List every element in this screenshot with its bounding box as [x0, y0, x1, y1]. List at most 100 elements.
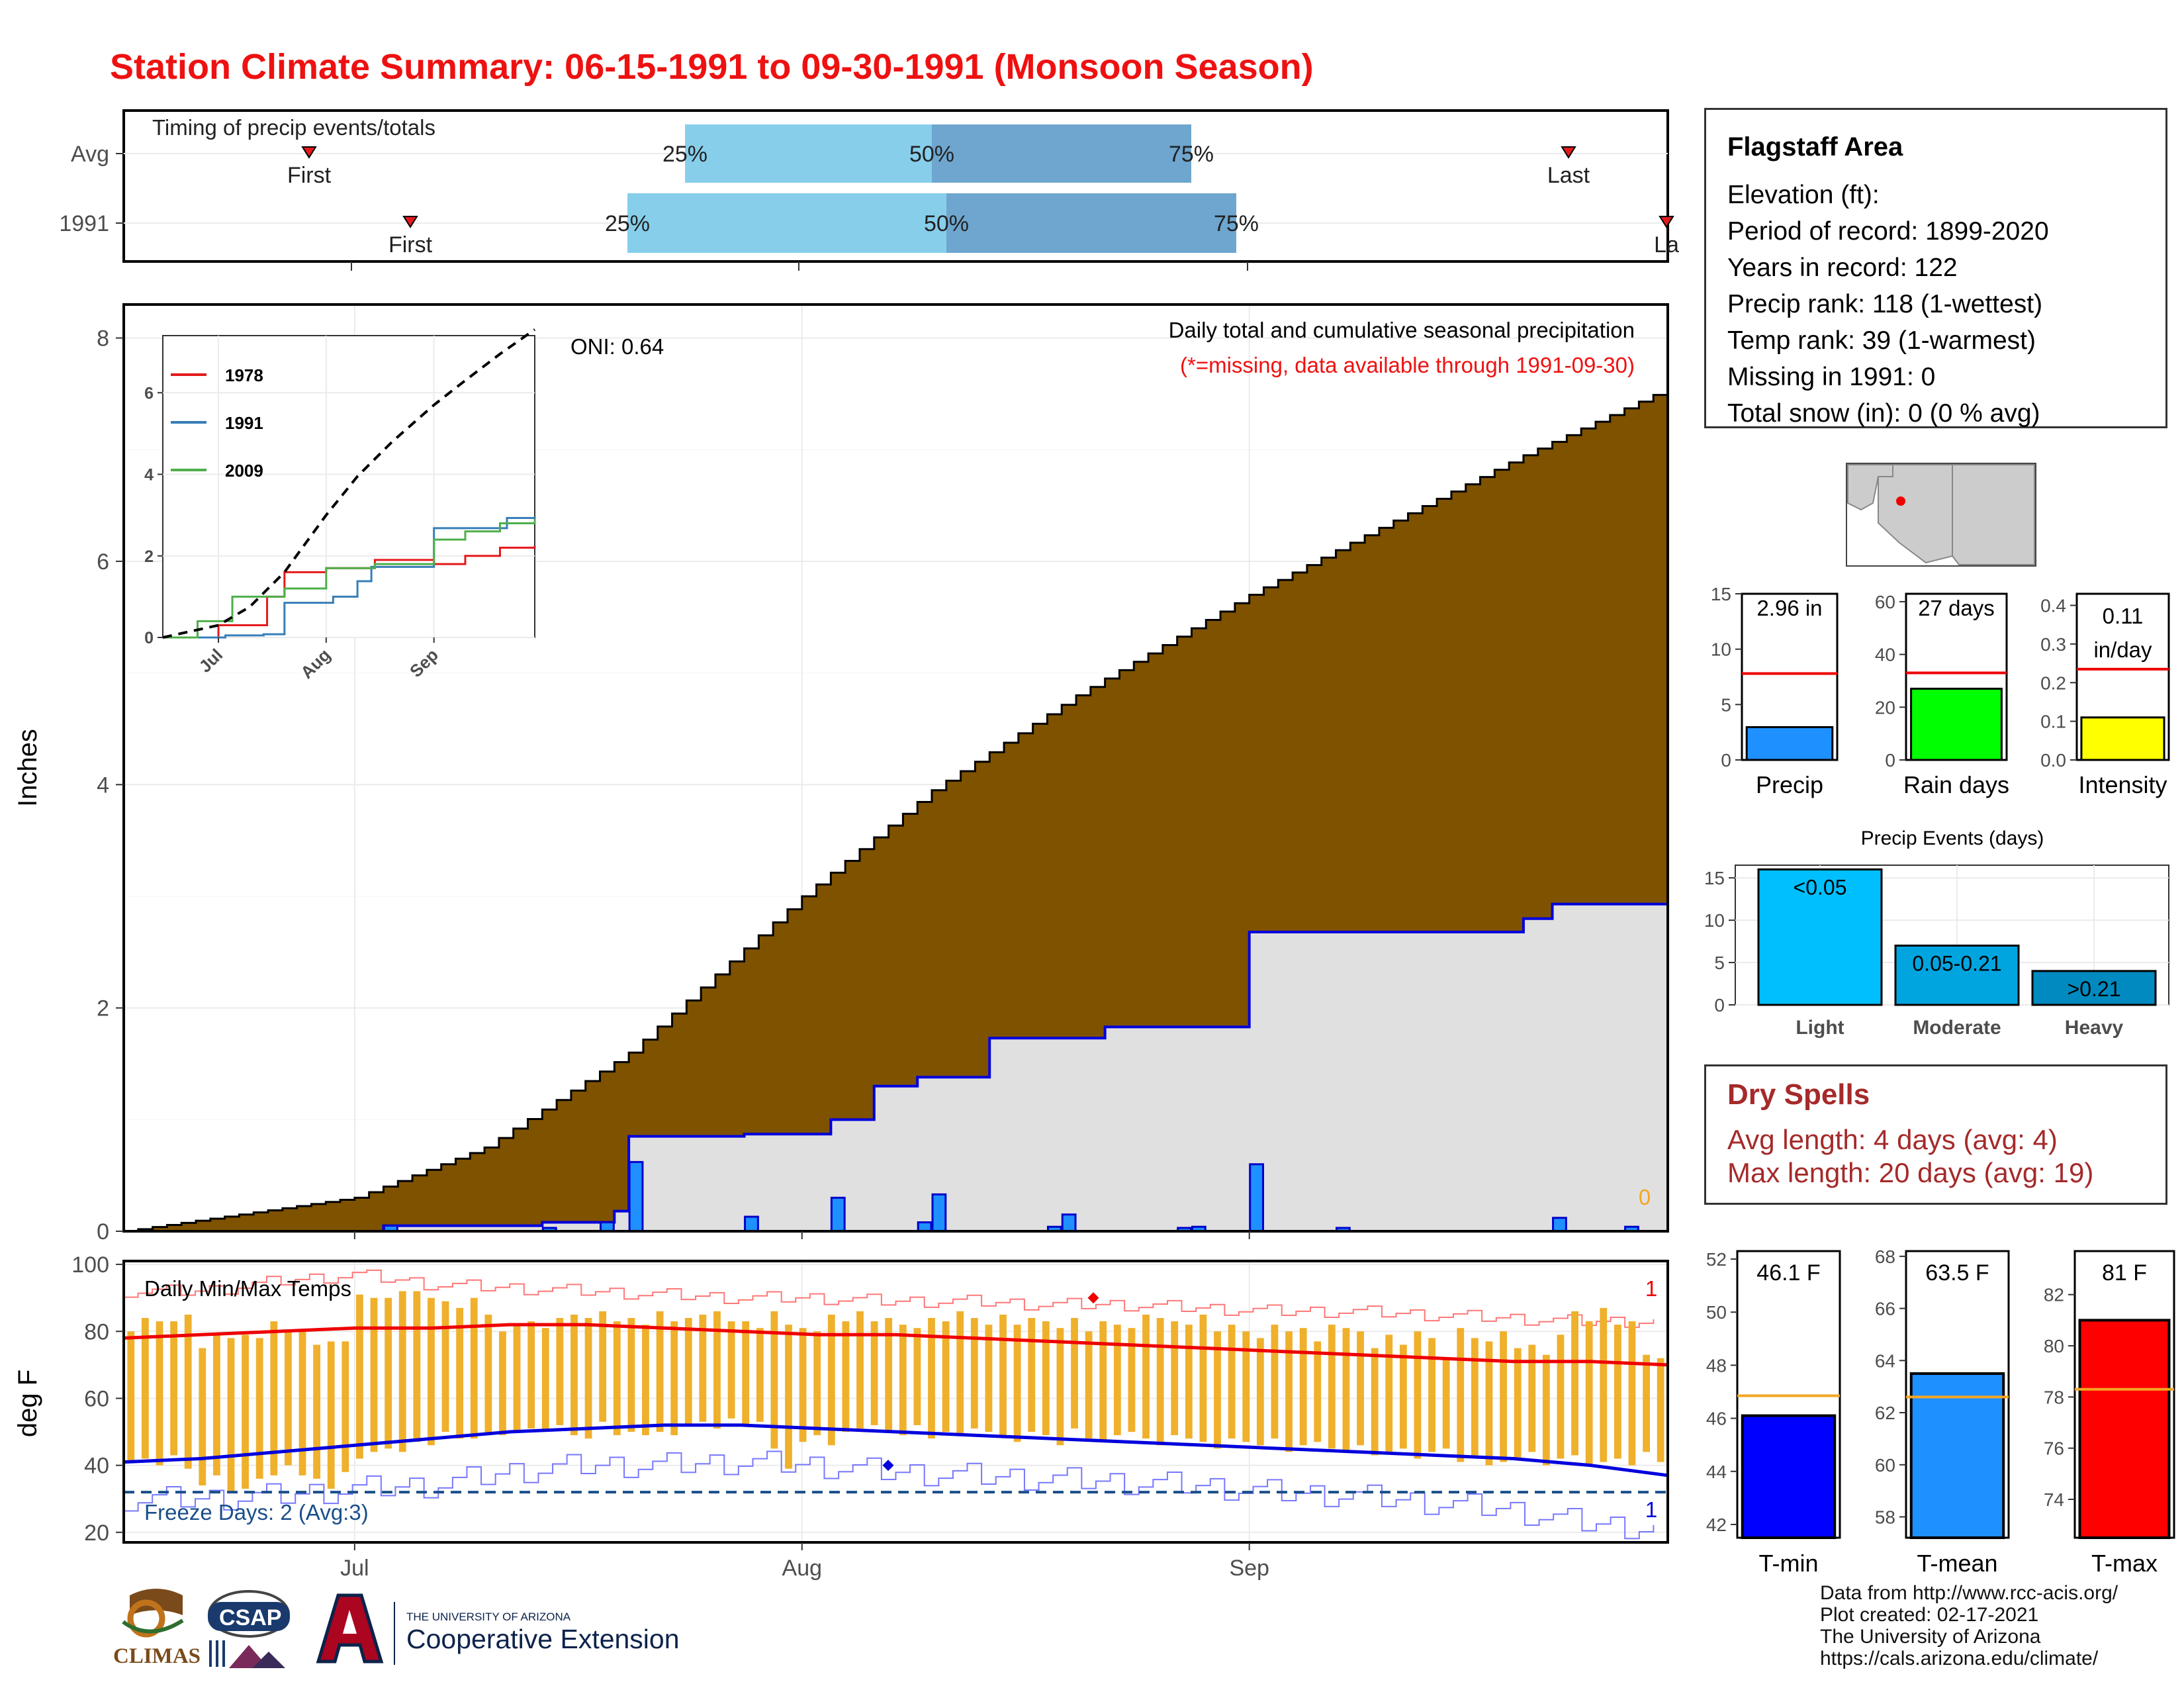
daily-temp-bar: [913, 1328, 921, 1425]
record-high-count: 1: [1645, 1276, 1657, 1301]
temp-mean-y-tick-label: 50: [1706, 1302, 1727, 1323]
daily-temp-bar: [1071, 1318, 1078, 1429]
daily-temp-bar: [1128, 1328, 1136, 1432]
total-category-label: Intensity: [2078, 771, 2167, 798]
precip-events-y-tick-label: 10: [1704, 910, 1725, 931]
daily-temp-bar: [1385, 1335, 1393, 1452]
daily-temp-bar: [356, 1294, 363, 1459]
map-station-marker: [1896, 496, 1905, 506]
precip-y-tick-label: 6: [97, 549, 109, 575]
daily-temp-bar: [699, 1314, 707, 1422]
daily-temp-bar: [1500, 1331, 1507, 1462]
daily-temp-bar: [813, 1331, 821, 1436]
daily-temp-bar: [1142, 1314, 1150, 1439]
avg-tmax-line: [123, 1323, 1668, 1367]
daily-temp-bar: [1643, 1354, 1650, 1452]
daily-temp-bar: [1371, 1348, 1379, 1456]
temp-mean-y-tick-label: 68: [1875, 1246, 1895, 1267]
daily-temp-bar: [1228, 1325, 1236, 1439]
record-high-marker: [1087, 1292, 1099, 1304]
daily-temp-bar: [756, 1328, 764, 1422]
daily-temp-bar: [1285, 1331, 1293, 1452]
temp-mean-y-tick-label: 48: [1706, 1355, 1727, 1376]
csap-logo: CSAP: [208, 1590, 290, 1668]
precip-event-value-label: 0.05-0.21: [1912, 951, 2001, 975]
daily-temp-bar: [1028, 1318, 1036, 1432]
temp-y-tick-label: 80: [84, 1319, 109, 1344]
daily-temp-bar: [1242, 1331, 1250, 1442]
inset-y-tick-label: 6: [144, 384, 154, 402]
temp-mean-y-tick-label: 62: [1875, 1403, 1895, 1423]
temp-mean-y-tick-label: 76: [2044, 1438, 2064, 1459]
daily-temp-bar: [1657, 1358, 1664, 1462]
temp-y-tick-label: 100: [71, 1252, 109, 1278]
dry-spells-max: Max length: 20 days (avg: 19): [1727, 1157, 2094, 1188]
temp-mean-bar-t-max: [2078, 1319, 2171, 1539]
daily-precip-bar: [830, 1196, 846, 1233]
daily-temp-bar: [1013, 1325, 1021, 1442]
daily-temp-bar: [827, 1314, 835, 1446]
daily-temp-bar: [627, 1318, 635, 1432]
daily-temp-bar: [713, 1311, 721, 1429]
daily-temp-bar: [242, 1335, 250, 1489]
daily-temp-bar: [899, 1325, 907, 1436]
temp-mean-y-tick-label: 60: [1875, 1455, 1895, 1476]
daily-precip-bar: [1249, 1163, 1264, 1233]
inset-y-tick-label: 2: [144, 547, 154, 566]
daily-temp-bar: [928, 1318, 935, 1439]
daily-temp-bar: [1485, 1341, 1493, 1466]
total-category-label: Rain days: [1903, 771, 2009, 798]
daily-temp-bar: [942, 1321, 950, 1432]
timing-bar-q50-q75: [946, 193, 1236, 253]
daily-temp-bar: [313, 1344, 321, 1479]
daily-temp-bar: [770, 1311, 778, 1449]
credit-university: The University of Arizona: [1820, 1626, 2041, 1648]
ua-logo-small-text: THE UNIVERSITY OF ARIZONA: [406, 1611, 571, 1623]
daily-precip-bar: [600, 1221, 615, 1233]
station-info-box: Flagstaff Area Elevation (ft): Period of…: [1704, 108, 2167, 428]
temp-mean-y-tick-label: 78: [2044, 1387, 2064, 1407]
daily-temp-bar: [1514, 1348, 1522, 1459]
daily-temp-bar: [1471, 1338, 1479, 1456]
timing-last-marker: [1561, 146, 1576, 159]
daily-precip-bar: [744, 1215, 759, 1233]
daily-temp-bar: [799, 1328, 807, 1442]
temp-mean-y-tick-label: 58: [1875, 1507, 1895, 1528]
daily-temp-bar: [441, 1301, 449, 1432]
total-y-tick-label: 20: [1875, 697, 1895, 718]
daily-temp-bar: [1042, 1321, 1050, 1436]
daily-temp-bar: [398, 1291, 406, 1452]
daily-temp-bar: [1171, 1321, 1179, 1436]
timing-last-label: Last: [1547, 163, 1590, 188]
daily-temp-bar: [785, 1325, 792, 1469]
timing-row-label: 1991: [59, 211, 109, 236]
daily-temp-bar: [642, 1325, 649, 1436]
credits: Data from http://www.rcc-acis.org/ Plot …: [1820, 1582, 2118, 1669]
precip-event-category-label: Moderate: [1913, 1017, 2001, 1039]
daily-temp-bar: [727, 1321, 735, 1419]
daily-temp-bar: [156, 1321, 163, 1466]
daily-temp-bar: [670, 1321, 678, 1436]
timing-q25-label: 25%: [605, 211, 650, 236]
temp-frame: [122, 1260, 1669, 1544]
station-snow: Total snow (in): 0 (0 % avg): [1727, 399, 2040, 428]
precip-y-tick-label: 2: [97, 996, 109, 1021]
total-y-tick-label: 40: [1875, 645, 1895, 665]
daily-temp-bar: [513, 1325, 521, 1432]
daily-temp-bar: [1085, 1331, 1093, 1439]
total-bar-intensity: [2080, 716, 2165, 761]
daily-temp-bar: [1542, 1354, 1550, 1466]
total-y-tick-label: 0: [1885, 750, 1895, 771]
daily-temp-bar: [570, 1314, 578, 1436]
x-axis-tick-label: Sep: [1229, 1556, 1269, 1581]
daily-temp-bar: [255, 1338, 263, 1479]
precip-events-panel: Precip Events (days) <0.05 Light 0.05-0.21 M…: [1704, 827, 2169, 1039]
daily-temp-bar: [1528, 1344, 1536, 1452]
precip-event-bar-light: [1757, 868, 1883, 1006]
dry-spells-box: Dry Spells Avg length: 4 days (avg: 4) M…: [1704, 1064, 2167, 1205]
temp-mean-y-tick-label: 66: [1875, 1299, 1895, 1319]
daily-temp-bar: [1600, 1307, 1608, 1462]
ua-logo-big-text: Cooperative Extension: [406, 1624, 680, 1654]
daily-temp-bar: [184, 1314, 192, 1469]
